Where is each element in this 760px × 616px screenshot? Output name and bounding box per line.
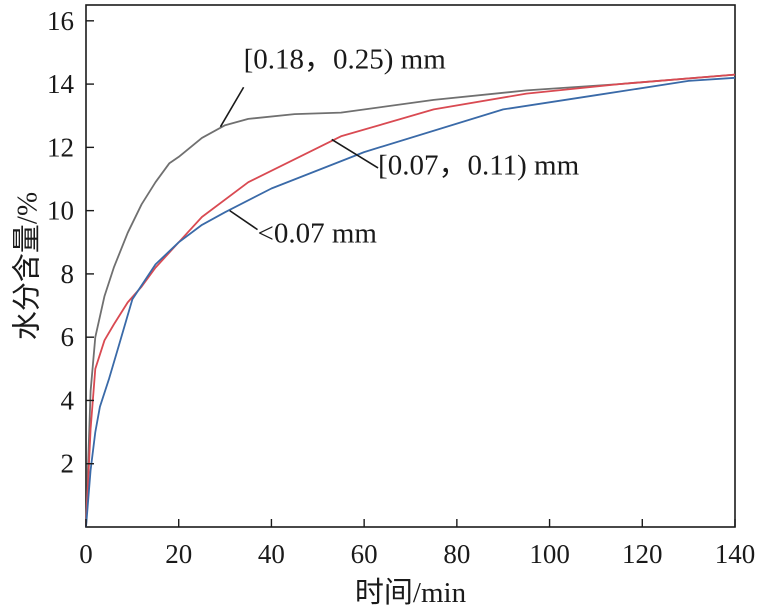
series-line-3 bbox=[85, 76, 736, 528]
x-axis-title: 时间/min bbox=[355, 576, 467, 609]
x-tick-label: 0 bbox=[79, 539, 93, 569]
annotation-label: [0.07，0.11) mm bbox=[378, 149, 580, 181]
y-tick-label: 6 bbox=[61, 322, 75, 352]
annotation-layer: [0.18，0.25) mm [0.07，0.11) mm <0.07 mm bbox=[219, 43, 580, 249]
annotation-leader-line bbox=[331, 138, 379, 169]
y-tick-label: 4 bbox=[61, 385, 75, 415]
x-tick-label: 120 bbox=[622, 539, 663, 569]
x-tick-label: 20 bbox=[165, 539, 192, 569]
y-tick-label: 2 bbox=[61, 449, 75, 479]
plot-border bbox=[85, 4, 736, 528]
y-tick-label: 14 bbox=[47, 69, 75, 99]
x-tick-label: 60 bbox=[351, 539, 378, 569]
y-tick-label: 16 bbox=[47, 6, 74, 36]
annotation-leader-line bbox=[219, 86, 245, 128]
y-tick-label: 12 bbox=[47, 132, 74, 162]
annotation-label: [0.18，0.25) mm bbox=[244, 43, 447, 75]
y-axis-title: 水分含量/% bbox=[11, 192, 44, 340]
x-tick-label: 140 bbox=[715, 539, 756, 569]
plot-frame bbox=[85, 4, 736, 528]
x-tick-label: 100 bbox=[529, 539, 570, 569]
annotation-label: <0.07 mm bbox=[258, 217, 378, 249]
y-tick-label: 8 bbox=[61, 259, 75, 289]
series-line-1 bbox=[85, 73, 736, 528]
x-tick-label: 80 bbox=[443, 539, 470, 569]
series-layer bbox=[85, 73, 736, 528]
series-line-2 bbox=[85, 73, 736, 528]
axes-layer: 0 20 40 60 80 100 120 140 2 4 6 8 10 12 14 16 bbox=[47, 6, 755, 569]
y-tick-label: 10 bbox=[47, 196, 74, 226]
annotation-leader-line bbox=[229, 209, 258, 231]
x-tick-label: 40 bbox=[258, 539, 285, 569]
